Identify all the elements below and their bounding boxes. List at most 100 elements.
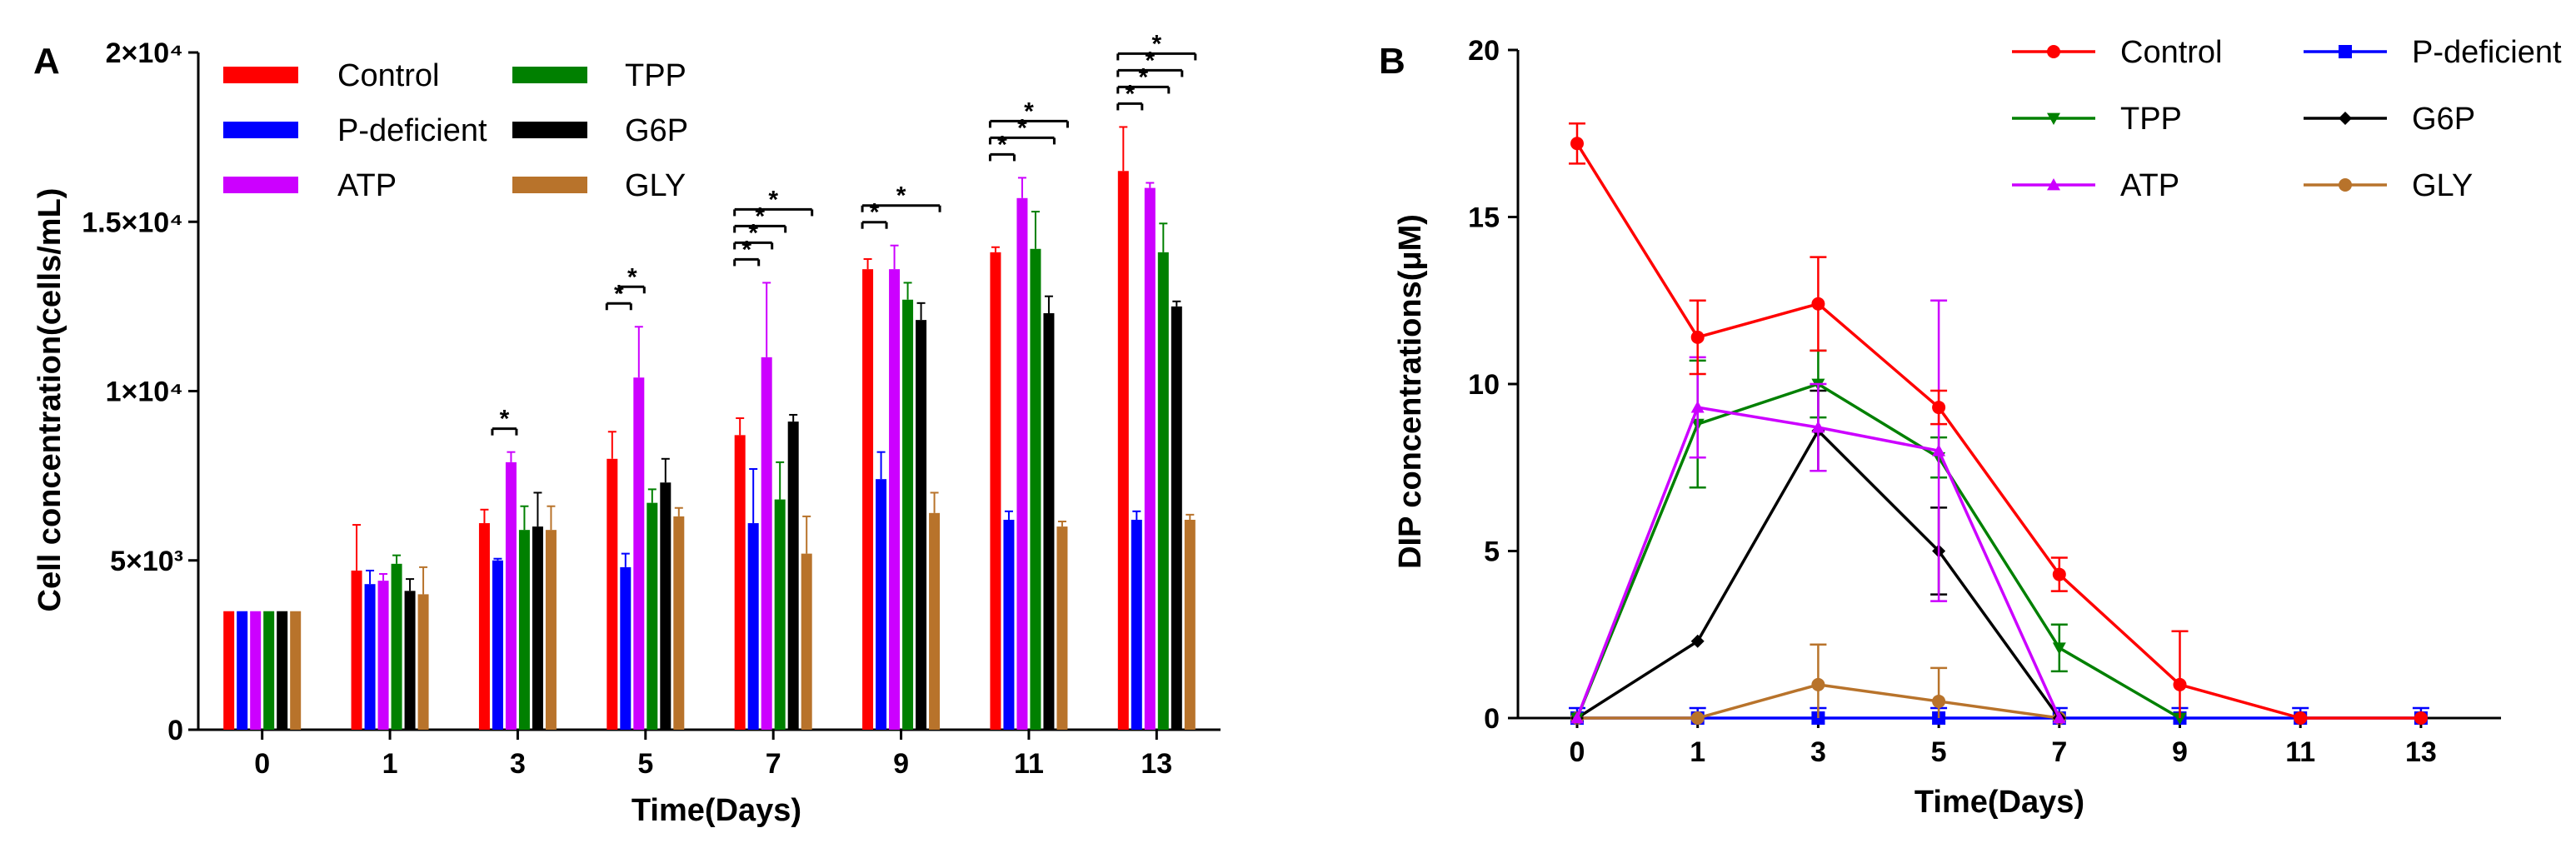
significance-star: * bbox=[500, 406, 510, 433]
point-control-day-1 bbox=[1690, 330, 1705, 344]
point-control-day-3 bbox=[1811, 297, 1825, 311]
chart-b-xtick-label: 9 bbox=[2172, 736, 2188, 768]
bar-g6p-day-9 bbox=[916, 320, 927, 730]
legend-b-marker-p-deficient bbox=[2339, 45, 2352, 58]
legend-b-marker-gly bbox=[2339, 178, 2352, 192]
legend-b-marker-tpp bbox=[2047, 112, 2060, 125]
legend-swatch-p-deficient bbox=[223, 122, 298, 138]
bar-p-deficient-day-9 bbox=[876, 479, 887, 730]
point-atp-day-1 bbox=[1690, 401, 1705, 413]
chart-b-xtick-label: 13 bbox=[2405, 736, 2437, 768]
chart-a-xtick-label: 7 bbox=[766, 748, 781, 780]
chart-b-xtick-label: 5 bbox=[1931, 736, 1947, 768]
significance-star: * bbox=[755, 202, 765, 230]
panel-b-letter: B bbox=[1379, 41, 1405, 82]
bar-g6p-day-13 bbox=[1171, 306, 1182, 730]
point-atp-day-5 bbox=[1932, 444, 1946, 456]
chart-b-ytick-label: 15 bbox=[1468, 202, 1500, 234]
chart-b-ytick-label: 0 bbox=[1484, 703, 1500, 735]
chart-a-ytick-label: 1.5×10⁴ bbox=[82, 207, 183, 238]
legend-swatch-atp bbox=[223, 177, 298, 193]
bar-gly-day-0 bbox=[290, 611, 302, 730]
chart-a-xtick-label: 13 bbox=[1141, 748, 1172, 780]
chart-b-xtick-label: 7 bbox=[2051, 736, 2067, 768]
legend-label-tpp: TPP bbox=[625, 58, 686, 93]
chart-a-ytick-label: 1×10⁴ bbox=[106, 377, 183, 408]
significance-star: * bbox=[896, 182, 906, 210]
chart-b-xtick-label: 3 bbox=[1810, 736, 1826, 768]
legend-label-control: Control bbox=[337, 58, 440, 93]
point-control-day-7 bbox=[2052, 567, 2066, 581]
point-gly-day-1 bbox=[1690, 711, 1705, 725]
bar-control-day-13 bbox=[1117, 171, 1129, 730]
point-tpp-day-7 bbox=[2052, 642, 2066, 655]
bar-g6p-day-11 bbox=[1043, 313, 1055, 730]
bar-tpp-day-3 bbox=[518, 530, 530, 730]
bar-g6p-day-7 bbox=[787, 422, 799, 730]
chart-b-ytick-label: 5 bbox=[1484, 536, 1500, 568]
legend-b-marker-control bbox=[2047, 45, 2060, 58]
bar-gly-day-3 bbox=[545, 530, 557, 730]
chart-a-ytick-label: 2×10⁴ bbox=[106, 37, 183, 69]
bar-p-deficient-day-0 bbox=[237, 611, 248, 730]
bar-control-day-5 bbox=[607, 458, 618, 730]
chart-a-xtick-label: 1 bbox=[382, 748, 398, 780]
significance-star: * bbox=[997, 131, 1007, 158]
legend-swatch-tpp bbox=[512, 67, 587, 83]
bar-g6p-day-0 bbox=[277, 611, 288, 730]
point-g6p-day-1 bbox=[1690, 634, 1705, 648]
significance-star: * bbox=[1125, 80, 1135, 107]
bar-atp-day-1 bbox=[377, 581, 389, 730]
legend-swatch-gly bbox=[512, 177, 587, 193]
legend-b-label-atp: ATP bbox=[2120, 168, 2179, 203]
bar-control-day-1 bbox=[351, 570, 362, 730]
bar-atp-day-9 bbox=[889, 269, 901, 730]
chart-b-ytick-label: 20 bbox=[1468, 35, 1500, 67]
chart-b-xtick-label: 1 bbox=[1690, 736, 1705, 768]
bar-control-day-11 bbox=[990, 252, 1001, 731]
bar-g6p-day-3 bbox=[532, 526, 543, 730]
legend-swatch-g6p bbox=[512, 122, 587, 138]
bar-gly-day-5 bbox=[673, 516, 685, 730]
significance-star: * bbox=[870, 199, 880, 227]
chart-a-ylabel: Cell concentration(cells/mL) bbox=[32, 188, 67, 612]
chart-a-xlabel: Time(Days) bbox=[632, 793, 801, 828]
legend-label-atp: ATP bbox=[337, 168, 397, 203]
point-control-day-0 bbox=[1570, 137, 1584, 151]
chart-b-xlabel: Time(Days) bbox=[1915, 785, 2084, 820]
point-control-day-11 bbox=[2294, 711, 2308, 725]
bar-atp-day-5 bbox=[633, 377, 645, 730]
line-control bbox=[1575, 142, 2421, 720]
bar-tpp-day-5 bbox=[646, 502, 658, 730]
bar-atp-day-3 bbox=[505, 461, 517, 730]
point-atp-day-3 bbox=[1811, 421, 1825, 433]
legend-swatch-control bbox=[223, 67, 298, 83]
chart-a-xtick-label: 3 bbox=[510, 748, 526, 780]
bar-control-day-7 bbox=[734, 435, 746, 730]
chart-a-xtick-label: 5 bbox=[637, 748, 653, 780]
bar-gly-day-7 bbox=[801, 553, 812, 730]
bar-p-deficient-day-13 bbox=[1131, 519, 1142, 730]
significance-star: * bbox=[768, 186, 778, 213]
chart-a-xtick-label: 11 bbox=[1014, 748, 1044, 780]
bar-atp-day-13 bbox=[1144, 187, 1156, 731]
chart-b-xtick-label: 0 bbox=[1570, 736, 1585, 768]
legend-label-p-deficient: P-deficient bbox=[337, 113, 487, 148]
bar-p-deficient-day-1 bbox=[364, 584, 376, 730]
bar-g6p-day-1 bbox=[404, 591, 416, 730]
bar-tpp-day-1 bbox=[391, 563, 402, 730]
bar-p-deficient-day-3 bbox=[492, 560, 503, 730]
bar-tpp-day-11 bbox=[1030, 248, 1041, 730]
bar-tpp-day-0 bbox=[263, 611, 275, 730]
bar-g6p-day-5 bbox=[660, 482, 671, 730]
chart-b-ytick-label: 10 bbox=[1468, 369, 1500, 401]
bar-atp-day-11 bbox=[1016, 197, 1028, 731]
bar-atp-day-0 bbox=[250, 611, 262, 730]
chart-a-ytick-label: 5×10³ bbox=[110, 546, 183, 577]
bar-control-day-0 bbox=[223, 611, 235, 730]
legend-b-label-p-deficient: P-deficient bbox=[2412, 35, 2562, 70]
chart-b-ylabel: DIP concentrations(μM) bbox=[1393, 214, 1428, 569]
